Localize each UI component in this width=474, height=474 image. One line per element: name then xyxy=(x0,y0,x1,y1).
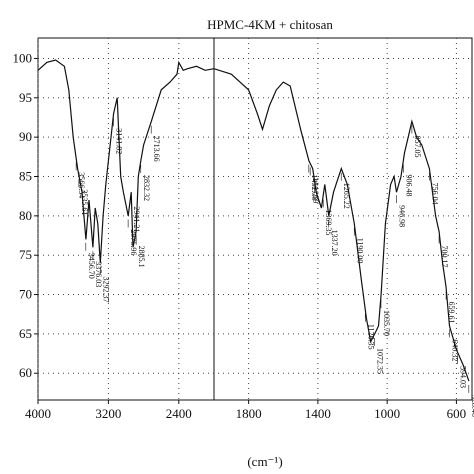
peak-label: 3376.03 xyxy=(94,261,103,287)
y-tick-label: 75 xyxy=(19,247,32,262)
y-tick-label: 70 xyxy=(19,287,32,302)
x-tick-label: 1400 xyxy=(305,406,331,421)
y-tick-label: 90 xyxy=(19,129,32,144)
peak-label: 2713.66 xyxy=(152,136,161,162)
y-tick-label: 85 xyxy=(19,169,32,184)
x-axis-label: (cm⁻¹) xyxy=(247,454,282,469)
spectrum-line xyxy=(38,59,470,382)
peak-label: 946.98 xyxy=(397,205,406,227)
peak-label: 906.48 xyxy=(404,175,413,197)
peak-label: 528.46 xyxy=(470,395,474,417)
x-tick-label: 3200 xyxy=(95,406,121,421)
peak-label: 3292.37 xyxy=(101,277,110,303)
chart-title: HPMC-4KM + chitosan xyxy=(207,17,333,32)
peak-label: 756.04 xyxy=(430,183,439,205)
peak-label: 857.05 xyxy=(413,135,422,157)
peak-label: 2832.32 xyxy=(142,175,151,201)
peak-label: 1265.22 xyxy=(342,183,351,209)
x-tick-label: 1800 xyxy=(236,406,262,421)
peak-label: 1126.35 xyxy=(366,324,375,350)
peak-label: 3566.54 xyxy=(77,172,86,198)
peak-label: 1337.20 xyxy=(330,230,339,256)
peak-label: 1072.35 xyxy=(376,348,385,374)
peak-label: 2885.1 xyxy=(137,246,146,268)
y-tick-label: 95 xyxy=(19,90,32,105)
peak-label: 3456.70 xyxy=(87,253,96,279)
peak-label: 1190.00 xyxy=(355,238,364,264)
peak-label: 594.03 xyxy=(458,366,467,388)
x-tick-label: 1000 xyxy=(374,406,400,421)
peak-label: 1035.70 xyxy=(382,310,391,336)
x-tick-label: 4000 xyxy=(25,406,51,421)
peak-label: 2941.21 xyxy=(132,206,141,232)
peak-label: 2975.96 xyxy=(129,229,138,255)
peak-label: 1444.59 xyxy=(311,177,320,203)
y-tick-label: 60 xyxy=(19,365,32,380)
y-tick-label: 100 xyxy=(13,50,33,65)
peak-label: 1452.30 xyxy=(310,175,319,201)
y-tick-label: 80 xyxy=(19,208,32,223)
peak-label: 3535.61 xyxy=(80,189,89,215)
peak-label: 700.17 xyxy=(440,245,449,267)
y-tick-label: 65 xyxy=(19,326,32,341)
peak-label: 3141.82 xyxy=(115,128,124,154)
peak-label: 659.61 xyxy=(447,301,456,323)
x-tick-label: 600 xyxy=(447,406,467,421)
x-tick-label: 2400 xyxy=(166,406,192,421)
peak-label: 640.32 xyxy=(450,339,459,361)
